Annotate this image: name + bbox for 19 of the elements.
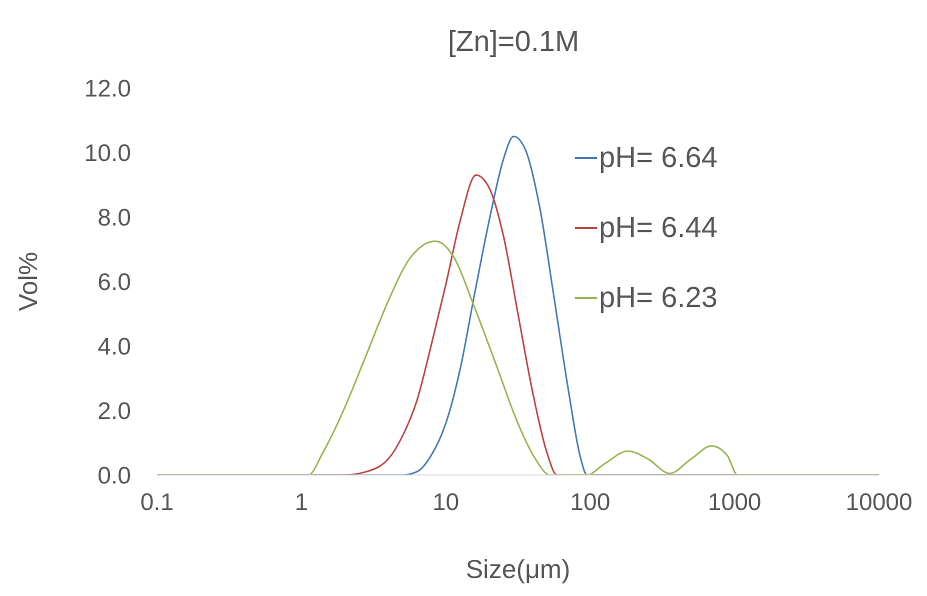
y-tick-label: 6.0 [98,269,131,296]
y-tick-label: 12.0 [84,76,131,103]
x-tick-label: 10000 [846,489,912,516]
legend-label: pH= 6.44 [599,212,718,244]
x-tick-label: 100 [570,489,610,516]
y-tick-label: 4.0 [98,334,131,361]
y-tick-label: 8.0 [98,204,131,232]
x-tick-label: 1000 [708,489,762,516]
y-axis-title: Vol% [13,252,44,312]
x-tick-label: 10 [432,489,460,516]
legend-label: pH= 6.23 [599,282,718,314]
y-tick-label: 2.0 [98,398,131,426]
x-axis-title: Size(μm) [466,554,570,584]
y-tick-label: 0.0 [98,462,131,490]
legend-label: pH= 6.64 [599,142,718,174]
x-tick-label: 0.1 [140,489,174,516]
y-tick-label: 10.0 [84,140,131,168]
chart-title: [Zn]=0.1M [446,26,580,59]
x-tick-label: 1 [294,489,308,516]
